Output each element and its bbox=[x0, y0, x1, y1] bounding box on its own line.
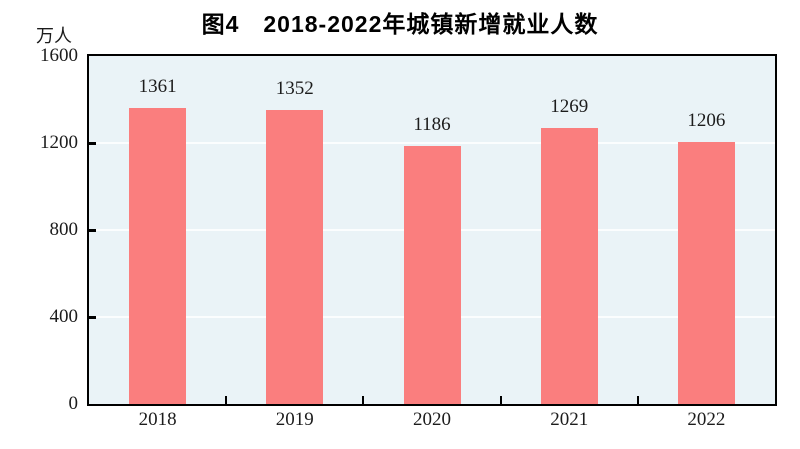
y-tick-label-1200: 1200 bbox=[40, 132, 78, 153]
y-tick-mark-800 bbox=[89, 228, 96, 232]
y-tick-label-1600: 1600 bbox=[40, 45, 78, 66]
x-tick-mark-1 bbox=[225, 396, 228, 404]
y-tick-label-0: 0 bbox=[68, 393, 79, 414]
x-tick-label-2021: 2021 bbox=[550, 409, 589, 430]
plot-area: 1361 1352 1186 1269 1206 bbox=[87, 54, 777, 406]
bar-value-label-2021: 1269 bbox=[550, 96, 589, 117]
x-tick-mark-4 bbox=[636, 396, 639, 404]
bar-2020 bbox=[403, 146, 461, 404]
x-tick-label-2019: 2019 bbox=[275, 409, 314, 430]
bar-2022 bbox=[677, 141, 735, 404]
x-tick-label-2018: 2018 bbox=[138, 409, 177, 430]
bar-value-label-2020: 1186 bbox=[413, 114, 451, 136]
bar-value-label-2018: 1361 bbox=[138, 75, 177, 97]
y-tick-label-800: 800 bbox=[49, 219, 79, 240]
bar-value-label-2019: 1352 bbox=[275, 77, 314, 99]
x-tick-label-2020: 2020 bbox=[413, 409, 451, 430]
gridline-1200 bbox=[89, 142, 775, 144]
bar-2019 bbox=[266, 109, 324, 404]
x-tick-mark-2 bbox=[362, 396, 365, 404]
x-tick-mark-3 bbox=[499, 396, 502, 404]
x-tick-label-2022: 2022 bbox=[687, 409, 726, 430]
y-tick-mark-400 bbox=[89, 315, 96, 319]
chart-title: 图4 2018-2022年城镇新增就业人数 bbox=[201, 11, 599, 37]
bar-2018 bbox=[129, 107, 187, 404]
y-tick-mark-1200 bbox=[89, 141, 96, 145]
bar-value-label-2022: 1206 bbox=[687, 109, 726, 131]
y-tick-label-400: 400 bbox=[49, 306, 79, 327]
bar-2021 bbox=[540, 128, 598, 404]
y-axis-unit-label: 万人 bbox=[36, 26, 72, 46]
